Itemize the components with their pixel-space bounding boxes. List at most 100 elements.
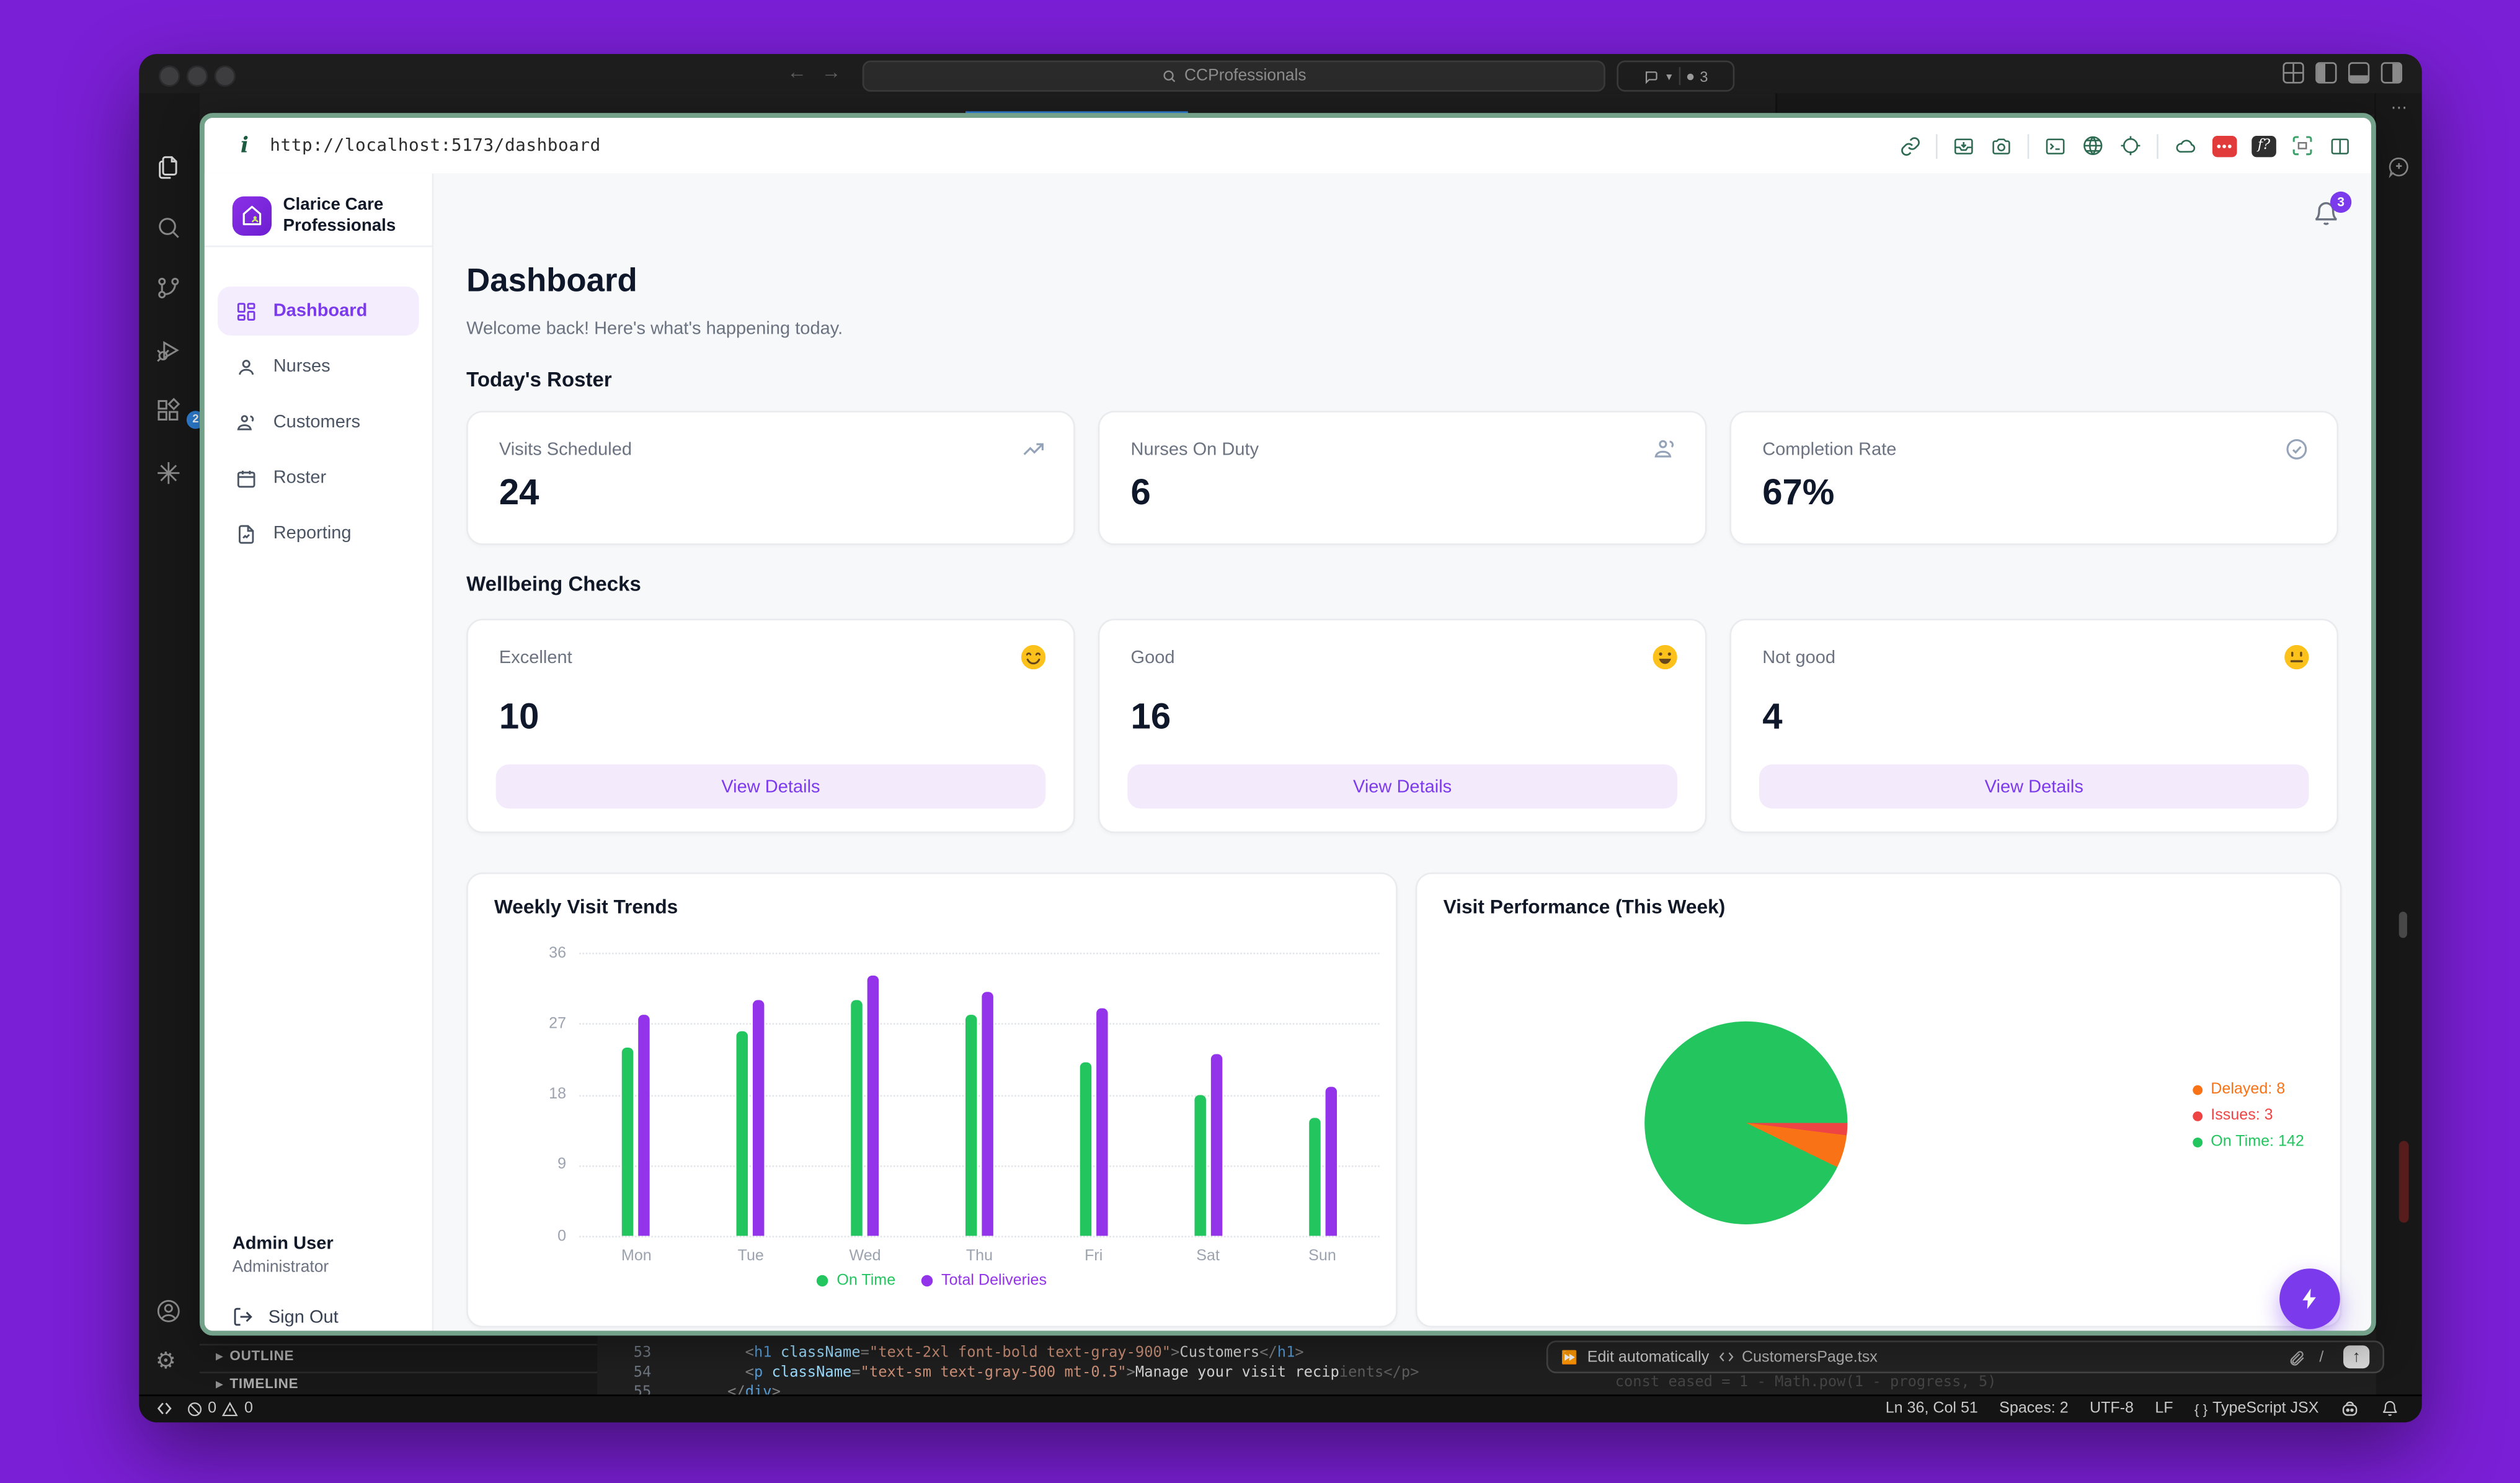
app-main: 3 Dashboard Welcome back! Here's what's … [433, 174, 2371, 1331]
vscode-window: ← → CCProfessionals ▾ 3 [139, 54, 2422, 1423]
link-icon[interactable] [1900, 135, 1921, 156]
weekly-visit-trends-card: Weekly Visit Trends 0 9 18 27 36 Mon Tue Wed Thu… [466, 872, 1398, 1328]
quick-action-fab[interactable] [2279, 1268, 2340, 1329]
settings-gear-icon[interactable]: ⚙ [155, 1347, 176, 1374]
lightning-bolt-icon [2302, 1288, 2316, 1309]
chat-mode-label: Edit automatically [1587, 1348, 1710, 1366]
remote-indicator-icon[interactable] [156, 1400, 174, 1418]
inline-chat-bar[interactable]: ⏩ Edit automatically CustomersPage.tsx /… [1546, 1340, 2385, 1374]
sidebar-item-dashboard[interactable]: Dashboard [217, 286, 419, 336]
y-axis-tick: 9 [557, 1156, 567, 1174]
nav-label: Reporting [273, 523, 352, 544]
explorer-icon[interactable] [156, 154, 182, 180]
bar-total-deliveries-tue [753, 999, 765, 1236]
bar-total-deliveries-mon [639, 1015, 650, 1236]
sign-out-label: Sign Out [268, 1307, 339, 1327]
send-up-arrow-button[interactable]: ↑ [2343, 1345, 2370, 1369]
divider [2027, 133, 2030, 158]
camera-icon[interactable] [1990, 135, 2013, 156]
timeline-label: TIMELINE [229, 1374, 299, 1392]
error-count: 0 [208, 1400, 217, 1418]
sidebar-item-customers[interactable]: Customers [218, 398, 419, 447]
command-center[interactable]: CCProfessionals [862, 60, 1605, 92]
source-control-icon[interactable] [156, 275, 182, 301]
split-columns-icon[interactable] [2328, 135, 2351, 156]
copilot-menu-pill[interactable]: ▾ 3 [1617, 60, 1735, 92]
code-line[interactable]: 54 <p className="text-sm text-gray-500 m… [633, 1365, 1419, 1382]
legend-item: On Time [817, 1272, 895, 1290]
outline-section-header[interactable]: ▸ OUTLINE [199, 1343, 598, 1365]
info-icon[interactable]: i [240, 133, 249, 158]
customize-layout-icon[interactable] [2283, 62, 2304, 84]
terminal-icon[interactable] [2044, 135, 2067, 156]
gridline [579, 1165, 1380, 1167]
extensions-icon[interactable]: 2 [156, 398, 205, 429]
copilot-status-icon[interactable] [2340, 1399, 2360, 1419]
cursor-position[interactable]: Ln 36, Col 51 [1885, 1400, 1978, 1418]
sidebar-item-roster[interactable]: Roster [218, 453, 419, 502]
recording-dots-badge[interactable]: ••• [2212, 135, 2237, 157]
sidebar-item-nurses[interactable]: Nurses [218, 342, 419, 391]
visit-performance-card: Visit Performance (This Week) Delayed: 8… [1415, 872, 2342, 1328]
sign-out-button[interactable]: Sign Out [233, 1306, 339, 1327]
bar-on-time-mon [622, 1047, 634, 1236]
timeline-section-header[interactable]: ▸ TIMELINE [199, 1371, 598, 1392]
notifications-bell-icon[interactable] [2381, 1400, 2399, 1418]
x-axis-label: Thu [965, 1247, 993, 1265]
image-inbox-icon[interactable] [1952, 135, 1975, 156]
search-icon[interactable] [156, 215, 182, 241]
url-text[interactable]: http://localhost:5173/dashboard [270, 136, 601, 156]
gridline [579, 1094, 1380, 1096]
wellbeing-value: 16 [1130, 695, 1171, 737]
cloud-icon[interactable] [2173, 135, 2198, 156]
history-back-icon[interactable]: ← [787, 60, 807, 84]
scrollbar-thumb[interactable] [2398, 911, 2407, 938]
indentation[interactable]: Spaces: 2 [1999, 1400, 2069, 1418]
sidebar-item-reporting[interactable]: Reporting [218, 509, 419, 558]
starburst-extension-icon[interactable] [156, 460, 182, 486]
gridline [579, 1236, 1380, 1238]
editor-region: ▸ OUTLINE ▸ TIMELINE 53 <h1 className="t… [199, 1329, 2385, 1401]
view-details-button[interactable]: View Details [1127, 764, 1677, 809]
divider [2157, 133, 2158, 158]
eol[interactable]: LF [2155, 1400, 2173, 1418]
run-debug-icon[interactable] [156, 337, 182, 363]
toggle-secondary-sidebar-icon[interactable] [2380, 62, 2403, 84]
problems-indicator[interactable]: 0 0 [187, 1400, 253, 1418]
pie-chart [1644, 1021, 1848, 1224]
user-name: Admin User [232, 1234, 334, 1254]
fast-forward-icon: ⏩ [1561, 1349, 1577, 1365]
slash-command-icon[interactable]: / [2319, 1348, 2324, 1366]
view-details-button[interactable]: View Details [1759, 764, 2309, 809]
crosshair-icon[interactable] [2119, 134, 2142, 157]
wellbeing-label: Not good [1762, 648, 1836, 668]
zoom-window-button[interactable] [214, 65, 236, 87]
function-help-badge[interactable]: f? [2252, 135, 2276, 157]
globe-icon[interactable] [2082, 134, 2105, 157]
toggle-panel-icon[interactable] [2348, 62, 2370, 84]
chat-add-icon[interactable] [2387, 156, 2410, 179]
code-line[interactable]: 53 <h1 className="text-2xl font-bold tex… [633, 1345, 1304, 1362]
close-window-button[interactable] [158, 65, 180, 87]
language-mode[interactable]: { } TypeScript JSX [2194, 1400, 2319, 1418]
minimize-window-button[interactable] [186, 65, 208, 87]
account-icon[interactable] [156, 1298, 182, 1324]
screenshot-region-icon[interactable] [2291, 134, 2314, 157]
warning-count: 0 [244, 1400, 253, 1418]
x-axis-label: Tue [737, 1247, 764, 1265]
pie-legend-item: Delayed: 8 [2193, 1080, 2304, 1098]
view-details-button[interactable]: View Details [495, 764, 1046, 809]
toggle-primary-sidebar-icon[interactable] [2315, 62, 2337, 84]
history-forward-icon[interactable]: → [821, 60, 841, 84]
pie-legend-item: Issues: 3 [2193, 1107, 2304, 1124]
warning-icon [222, 1401, 239, 1416]
more-actions-icon[interactable]: ⋯ [2390, 99, 2409, 118]
encoding[interactable]: UTF-8 [2089, 1400, 2134, 1418]
bar-total-deliveries-thu [982, 992, 993, 1236]
pie-legend-item: On Time: 142 [2193, 1133, 2304, 1151]
chat-file-label: CustomersPage.tsx [1742, 1348, 1878, 1366]
notifications-bell-icon[interactable] [2312, 200, 2340, 228]
bar-on-time-fri [1080, 1062, 1091, 1236]
attach-paperclip-icon[interactable] [2288, 1348, 2306, 1366]
report-document-icon [239, 524, 254, 543]
